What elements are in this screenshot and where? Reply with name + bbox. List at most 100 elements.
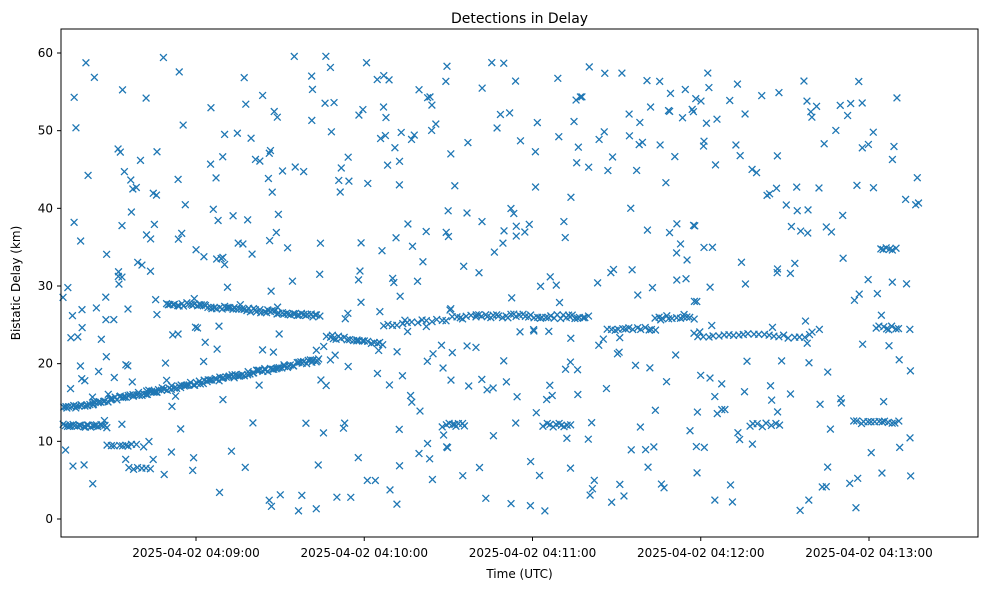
- data-point: [670, 152, 679, 161]
- data-point: [662, 377, 671, 386]
- data-point: [516, 328, 524, 336]
- data-point: [573, 390, 582, 399]
- data-point: [321, 99, 329, 108]
- data-point: [512, 232, 521, 240]
- data-point: [269, 348, 278, 356]
- data-point: [609, 265, 618, 274]
- data-point: [128, 378, 137, 386]
- data-point: [114, 145, 122, 153]
- data-point: [217, 254, 226, 263]
- data-point: [648, 283, 657, 292]
- data-point: [392, 233, 400, 242]
- data-point: [673, 219, 681, 228]
- data-point: [869, 128, 878, 137]
- data-point: [151, 387, 160, 396]
- data-point: [665, 228, 674, 237]
- data-point: [604, 166, 612, 175]
- data-point: [307, 72, 316, 80]
- data-point: [73, 332, 82, 341]
- data-point: [267, 287, 275, 296]
- data-point: [273, 113, 282, 122]
- data-point: [651, 326, 660, 334]
- data-point: [879, 397, 888, 406]
- data-point: [407, 135, 416, 144]
- data-point: [544, 327, 553, 336]
- data-point: [104, 390, 113, 399]
- data-point: [803, 339, 812, 348]
- data-point: [713, 409, 722, 418]
- data-point: [690, 315, 699, 323]
- data-point: [826, 425, 835, 433]
- data-point: [762, 419, 770, 428]
- data-point: [443, 62, 451, 71]
- data-point: [219, 395, 227, 404]
- data-point: [643, 226, 652, 234]
- data-point: [709, 332, 717, 340]
- data-point: [381, 131, 390, 140]
- data-point: [656, 315, 665, 324]
- data-point: [450, 181, 459, 190]
- data-point: [68, 311, 77, 320]
- data-point: [678, 113, 687, 122]
- data-point: [385, 75, 393, 84]
- data-point: [270, 107, 279, 116]
- data-point: [656, 141, 664, 149]
- data-point: [700, 443, 709, 452]
- data-point: [450, 420, 459, 429]
- data-point: [602, 384, 611, 393]
- data-point: [888, 155, 897, 164]
- data-point: [220, 130, 229, 139]
- data-point: [512, 222, 521, 231]
- data-point: [124, 305, 132, 313]
- data-point: [191, 323, 200, 332]
- data-point: [525, 220, 534, 229]
- data-point: [489, 384, 498, 392]
- data-point: [408, 242, 417, 251]
- data-point: [308, 85, 317, 94]
- data-point: [804, 206, 812, 214]
- data-point: [600, 69, 609, 78]
- data-point: [80, 461, 88, 469]
- data-point: [63, 283, 72, 292]
- data-point: [339, 424, 348, 433]
- data-point: [138, 261, 146, 269]
- data-point: [852, 417, 861, 425]
- y-tick-label: 0: [45, 512, 53, 526]
- data-point: [379, 71, 388, 80]
- data-point: [511, 419, 520, 427]
- data-point: [584, 163, 593, 172]
- data-point: [681, 85, 690, 94]
- data-point: [319, 342, 328, 351]
- data-point: [579, 313, 587, 322]
- data-point: [624, 323, 633, 332]
- data-point: [290, 52, 299, 61]
- data-point: [561, 233, 570, 242]
- data-point: [276, 490, 285, 499]
- data-point: [578, 92, 586, 101]
- data-point: [775, 421, 784, 429]
- data-point: [456, 313, 465, 322]
- data-point: [384, 320, 392, 329]
- data-point: [765, 189, 774, 198]
- data-point: [672, 249, 681, 257]
- data-point: [255, 381, 264, 389]
- data-point: [913, 173, 922, 182]
- data-point: [223, 283, 232, 292]
- data-point: [293, 311, 302, 320]
- data-point: [768, 323, 777, 332]
- data-point: [428, 475, 437, 484]
- data-point: [346, 493, 355, 502]
- data-point: [548, 391, 557, 400]
- data-point: [458, 315, 467, 323]
- data-point: [500, 226, 508, 235]
- data-point: [553, 74, 562, 83]
- y-axis: 0 10 20 30 40 50 60: [38, 46, 61, 526]
- data-point: [375, 307, 384, 316]
- data-point: [651, 406, 660, 415]
- data-point: [189, 453, 198, 462]
- data-point: [159, 53, 168, 62]
- data-point: [593, 279, 602, 287]
- data-point: [419, 257, 427, 266]
- data-point: [655, 77, 664, 86]
- data-point: [849, 417, 858, 425]
